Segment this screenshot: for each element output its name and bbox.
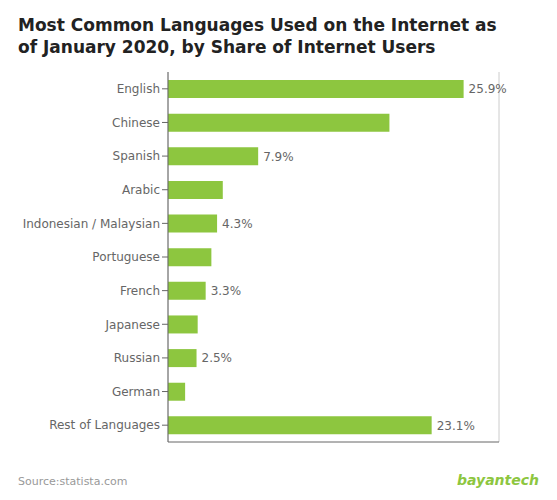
svg-text:Spanish: Spanish [113, 149, 160, 163]
svg-text:7.9%: 7.9% [263, 150, 294, 164]
svg-text:Arabic: Arabic [122, 183, 160, 197]
svg-text:23.1%: 23.1% [437, 419, 475, 433]
svg-text:Portuguese: Portuguese [92, 250, 160, 264]
svg-text:4.3%: 4.3% [222, 217, 253, 231]
svg-text:3.3%: 3.3% [211, 284, 242, 298]
svg-text:French: French [120, 284, 160, 298]
html-text:Most Common Languages Used on: Most Common Languages Used on the Intern… [18, 15, 497, 35]
svg-text:English: English [117, 82, 160, 96]
html-text:bayantech: bayantech [457, 472, 539, 488]
svg-text:2.5%: 2.5% [202, 351, 233, 365]
svg-text:Japanese: Japanese [105, 318, 161, 332]
svg-text:Chinese: Chinese [112, 116, 160, 130]
html-text:of January 2020, by Share of I: of January 2020, by Share of Internet Us… [18, 37, 436, 57]
svg-text:Indonesian / Malaysian: Indonesian / Malaysian [23, 217, 160, 231]
svg-text:Russian: Russian [114, 351, 160, 365]
svg-text:Rest of Languages: Rest of Languages [49, 418, 160, 432]
html-text:Source:statista.com: Source:statista.com [18, 475, 128, 488]
svg-text:German: German [112, 385, 160, 399]
svg-text:25.9%: 25.9% [469, 82, 507, 96]
